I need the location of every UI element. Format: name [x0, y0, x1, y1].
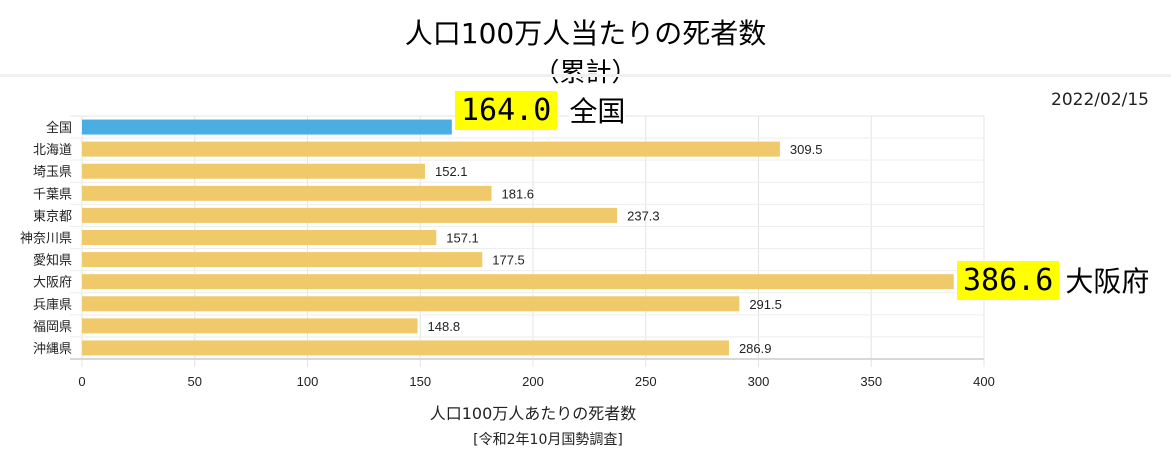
x-tick-label: 400	[973, 374, 995, 389]
category-label: 大阪府	[33, 276, 72, 291]
bar	[82, 141, 780, 157]
category-label: 千葉県	[33, 187, 72, 202]
category-label: 福岡県	[33, 320, 72, 335]
chart-title: 人口100万人当たりの死者数	[404, 17, 767, 50]
x-tick-label: 50	[188, 374, 202, 389]
bar	[82, 296, 740, 312]
data-label: 157.1	[446, 231, 479, 246]
category-label: 沖縄県	[33, 342, 72, 357]
x-tick-label: 0	[78, 374, 85, 389]
x-tick-label: 250	[635, 374, 657, 389]
category-label: 全国	[46, 120, 72, 136]
bar	[82, 185, 492, 201]
bar	[82, 119, 452, 135]
callout-label: 全国	[569, 90, 626, 130]
chart-subtitle: （累計）	[533, 58, 638, 88]
callout-national: 164.0 全国	[455, 90, 626, 130]
x-tick-label: 200	[522, 374, 544, 389]
bar	[82, 252, 483, 268]
bar	[82, 230, 437, 245]
category-label: 北海道	[33, 143, 72, 158]
callout-value: 386.6	[957, 260, 1060, 300]
x-tick-label: 150	[409, 374, 431, 389]
divider	[0, 74, 1171, 77]
data-label: 181.6	[502, 186, 535, 201]
x-tick-label: 100	[297, 374, 319, 389]
callout-value: 164.0	[455, 90, 558, 130]
data-label: 286.9	[739, 341, 772, 356]
data-label: 291.5	[749, 297, 782, 312]
data-label: 237.3	[627, 208, 660, 223]
bar	[82, 274, 954, 290]
x-tick-label: 300	[748, 374, 770, 389]
x-axis-label: 人口100万人あたりの死者数	[429, 404, 637, 423]
data-label: 152.1	[435, 164, 468, 179]
bar	[82, 207, 618, 223]
category-label: 東京都	[33, 208, 72, 224]
category-label: 愛知県	[33, 253, 72, 269]
bar	[82, 340, 729, 356]
category-label: 埼玉県	[33, 165, 72, 180]
data-label: 309.5	[790, 142, 823, 157]
category-label: 神奈川県	[20, 232, 72, 247]
date-label: 2022/02/15	[1051, 90, 1149, 110]
category-label: 兵庫県	[33, 298, 72, 313]
callout-osaka: 386.6 大阪府	[957, 260, 1150, 300]
source-note: [令和2年10月国勢調査]	[473, 432, 623, 448]
data-label: 177.5	[492, 253, 525, 268]
x-tick-label: 350	[860, 374, 882, 389]
bar	[82, 163, 425, 179]
bar	[82, 318, 418, 334]
callout-label: 大阪府	[1065, 260, 1150, 300]
data-label: 148.8	[428, 319, 461, 334]
